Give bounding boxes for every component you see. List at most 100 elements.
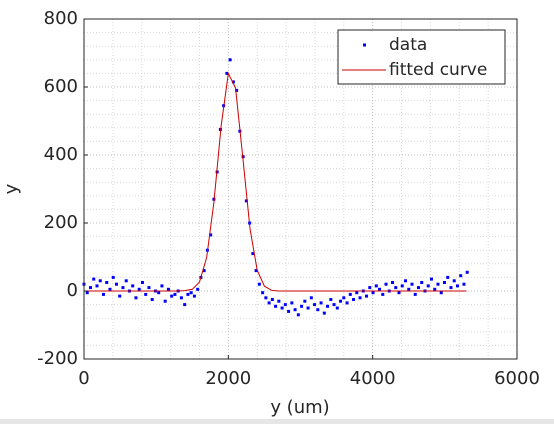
data-point: [303, 299, 307, 303]
y-tick-label: 0: [67, 280, 78, 301]
data-point: [85, 291, 89, 295]
data-point: [352, 298, 356, 301]
data-point: [442, 281, 446, 284]
data-point: [397, 291, 401, 295]
data-point: [170, 294, 174, 298]
x-tick-label: 2000: [205, 368, 251, 389]
plot: [82, 58, 469, 317]
data-point: [264, 296, 268, 300]
data-point: [316, 308, 320, 312]
legend-label: fitted curve: [389, 60, 487, 80]
data-point: [228, 58, 232, 62]
data-point: [319, 301, 323, 305]
data-point: [420, 281, 424, 284]
data-point: [231, 80, 235, 84]
fitted-line: [84, 71, 467, 292]
y-tick-label: 600: [44, 76, 78, 97]
y-tick-label: 200: [44, 212, 78, 233]
data-point: [404, 279, 408, 283]
data-point: [131, 284, 135, 288]
data-point: [114, 282, 118, 286]
data-point: [446, 275, 450, 279]
y-tick-label: 800: [44, 8, 78, 29]
data-point: [433, 287, 437, 291]
data-point: [108, 287, 112, 291]
data-point: [358, 296, 362, 300]
data-point: [183, 303, 187, 307]
data-point: [111, 275, 115, 279]
x-tick-label: 0: [78, 368, 89, 389]
data-point: [345, 301, 349, 305]
data-point: [339, 299, 343, 303]
data-point: [202, 269, 206, 273]
data-point: [235, 88, 239, 92]
data-point: [429, 277, 433, 281]
data-point: [137, 287, 141, 291]
data-point: [277, 299, 281, 303]
x-tick-label: 4000: [350, 368, 396, 389]
data-point: [163, 299, 167, 303]
data-point: [261, 291, 265, 295]
x-tick-label: 6000: [494, 368, 540, 389]
data-point: [374, 284, 378, 288]
data-point: [426, 284, 430, 288]
data-point: [462, 282, 466, 286]
data-point: [225, 71, 229, 75]
data-point: [287, 309, 291, 313]
data-point: [147, 286, 151, 290]
data-point: [410, 282, 414, 286]
data-point: [348, 292, 352, 296]
data-point: [452, 279, 456, 283]
data-point: [140, 281, 144, 284]
data-point: [371, 291, 375, 295]
data-point: [124, 279, 128, 283]
data-point: [209, 233, 213, 237]
data-point: [313, 303, 317, 307]
y-tick-label: -200: [37, 348, 78, 369]
data-point: [342, 296, 346, 300]
data-point: [101, 292, 105, 296]
data-point: [329, 298, 333, 301]
data-point: [365, 294, 369, 298]
data-point: [391, 281, 395, 284]
x-axis-label: y (um): [270, 397, 329, 418]
data-point: [394, 286, 398, 290]
data-point: [95, 284, 99, 288]
data-point: [173, 292, 177, 296]
data-point: [449, 286, 453, 290]
data-point: [166, 287, 170, 291]
data-point: [300, 304, 304, 308]
data-point: [280, 306, 284, 310]
data-point: [274, 304, 278, 308]
data-point: [254, 269, 258, 273]
data-point: [283, 303, 287, 307]
data-point: [98, 279, 102, 283]
data-point: [251, 252, 255, 256]
data-point: [322, 311, 326, 315]
data-point: [309, 296, 313, 300]
data-point: [355, 291, 359, 295]
data-point: [306, 306, 310, 310]
data-point: [157, 291, 161, 295]
legend-label: data: [389, 35, 427, 55]
data-point: [270, 298, 274, 301]
data-point: [267, 301, 271, 305]
data-point: [465, 270, 469, 274]
data-point: [326, 304, 330, 308]
data-point: [416, 286, 420, 290]
y-tick-label: 400: [44, 144, 78, 165]
legend-box: [337, 29, 506, 85]
data-point: [196, 287, 200, 291]
data-point: [105, 281, 109, 284]
data-point: [121, 286, 125, 290]
data-point: [407, 287, 411, 291]
data-point: [290, 301, 294, 305]
y-axis-label: y: [1, 183, 22, 194]
legend-marker: [363, 43, 366, 47]
data-point: [244, 199, 248, 203]
data-point: [150, 298, 154, 301]
bottom-bar: [0, 419, 554, 424]
data-point: [455, 284, 459, 288]
data-point: [257, 282, 261, 286]
